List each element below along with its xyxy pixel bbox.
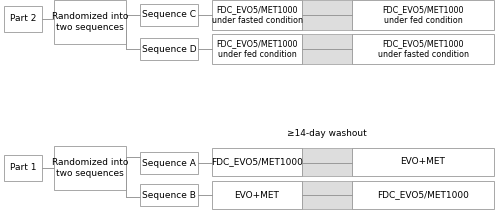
Text: ≥14-day washout: ≥14-day washout bbox=[287, 129, 367, 138]
FancyBboxPatch shape bbox=[54, 0, 126, 44]
Text: EVO+MET: EVO+MET bbox=[234, 191, 280, 199]
FancyBboxPatch shape bbox=[302, 34, 352, 64]
FancyBboxPatch shape bbox=[140, 38, 198, 60]
Text: FDC_EVO5/MET1000
under fed condition: FDC_EVO5/MET1000 under fed condition bbox=[382, 5, 464, 25]
Text: FDC_EVO5/MET1000
under fasted condition: FDC_EVO5/MET1000 under fasted condition bbox=[212, 5, 302, 25]
FancyBboxPatch shape bbox=[302, 148, 352, 176]
FancyBboxPatch shape bbox=[54, 146, 126, 190]
FancyBboxPatch shape bbox=[140, 184, 198, 206]
FancyBboxPatch shape bbox=[140, 152, 198, 174]
Text: Sequence C: Sequence C bbox=[142, 10, 196, 19]
FancyBboxPatch shape bbox=[352, 181, 494, 209]
FancyBboxPatch shape bbox=[212, 148, 302, 176]
FancyBboxPatch shape bbox=[352, 0, 494, 30]
Text: FDC_EVO5/MET1000: FDC_EVO5/MET1000 bbox=[211, 157, 303, 167]
FancyBboxPatch shape bbox=[212, 34, 302, 64]
FancyBboxPatch shape bbox=[4, 6, 42, 32]
FancyBboxPatch shape bbox=[352, 34, 494, 64]
FancyBboxPatch shape bbox=[352, 148, 494, 176]
Text: Part 1: Part 1 bbox=[10, 164, 36, 172]
Text: FDC_EVO5/MET1000: FDC_EVO5/MET1000 bbox=[377, 191, 469, 199]
Text: Sequence B: Sequence B bbox=[142, 191, 196, 199]
Text: Part 2: Part 2 bbox=[10, 15, 36, 24]
Text: Sequence D: Sequence D bbox=[142, 44, 197, 53]
FancyBboxPatch shape bbox=[212, 0, 302, 30]
Text: EVO+MET: EVO+MET bbox=[400, 157, 446, 167]
FancyBboxPatch shape bbox=[302, 181, 352, 209]
Text: FDC_EVO5/MET1000
under fasted condition: FDC_EVO5/MET1000 under fasted condition bbox=[378, 39, 468, 59]
FancyBboxPatch shape bbox=[302, 0, 352, 30]
FancyBboxPatch shape bbox=[212, 181, 302, 209]
FancyBboxPatch shape bbox=[140, 4, 198, 26]
Text: Randomized into
two sequences: Randomized into two sequences bbox=[52, 12, 128, 32]
FancyBboxPatch shape bbox=[4, 155, 42, 181]
Text: Randomized into
two sequences: Randomized into two sequences bbox=[52, 158, 128, 178]
Text: Sequence A: Sequence A bbox=[142, 158, 196, 167]
Text: FDC_EVO5/MET1000
under fed condition: FDC_EVO5/MET1000 under fed condition bbox=[216, 39, 298, 59]
